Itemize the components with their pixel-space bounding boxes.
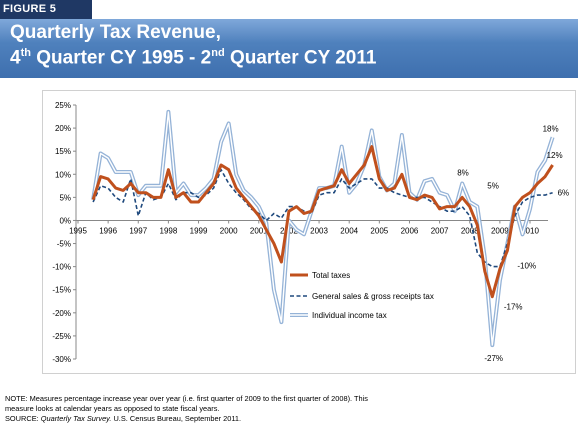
series-total-line [91, 145, 554, 299]
chart-note: NOTE: Measures percentage increase year … [5, 394, 573, 424]
x-tick-label: 2005 [370, 226, 388, 235]
title-mid: Quarter CY 1995 - 2 [30, 47, 212, 69]
y-tick-label: -10% [52, 263, 71, 272]
note-line-2: measure looks at calendar years as oppos… [5, 404, 220, 413]
y-tick-label: 0% [59, 216, 71, 225]
x-tick-label: 2006 [401, 226, 419, 235]
chart-title-line1: Quarterly Tax Revenue, [10, 22, 221, 43]
legend-label: Individual income tax [312, 311, 387, 320]
data-label: -27% [484, 354, 503, 363]
data-label: 18% [543, 124, 559, 133]
y-tick-label: 25% [55, 101, 71, 110]
y-tick-label: 20% [55, 124, 71, 133]
x-tick-label: 1995 [69, 226, 87, 235]
chart-frame [42, 90, 576, 374]
y-tick-label: -30% [52, 355, 71, 364]
title-banner [0, 19, 578, 78]
data-label: -17% [504, 303, 523, 312]
figure-label: FIGURE 5 [0, 0, 92, 19]
x-tick-label: 1997 [129, 226, 147, 235]
y-tick-label: -5% [57, 240, 71, 249]
chart-title-line2: 4th Quarter CY 1995 - 2nd Quarter CY 201… [10, 47, 376, 69]
data-label: 5% [487, 181, 499, 190]
data-label: 12% [547, 151, 563, 160]
source-line: SOURCE: Quarterly Tax Survey. U.S. Censu… [5, 414, 573, 424]
line-chart: 25% 20% 15% 10% 5% 0% -5% -10% -15% -20% -25% -30% 1… [52, 101, 570, 364]
data-label: -10% [517, 262, 536, 271]
note-line-1: NOTE: Measures percentage increase year … [5, 394, 368, 403]
x-tick-label: 2009 [491, 226, 509, 235]
title-end: Quarter CY 2011 [224, 47, 377, 69]
x-tick-label: 1999 [190, 226, 208, 235]
title-q2-sup: nd [211, 47, 225, 59]
y-tick-label: 5% [59, 193, 71, 202]
x-tick-label: 1996 [99, 226, 117, 235]
x-tick-label: 1998 [160, 226, 178, 235]
y-tick-label: -25% [52, 332, 71, 341]
x-tick-label: 2001 [250, 226, 268, 235]
x-tick-label: 2008 [461, 226, 479, 235]
legend-label: General sales & gross receipts tax [312, 292, 434, 301]
y-tick-label: 10% [55, 170, 71, 179]
x-tick-label: 2003 [310, 226, 328, 235]
title-q4: 4 [10, 47, 21, 69]
y-tick-label: 15% [55, 147, 71, 156]
data-label: 8% [457, 169, 469, 178]
legend-label: Total taxes [312, 271, 350, 280]
y-tick-label: -15% [52, 286, 71, 295]
y-tick-label: -20% [52, 309, 71, 318]
source-rest: U.S. Census Bureau, September 2011. [111, 414, 242, 423]
title-q4-sup: th [20, 47, 31, 59]
source-prefix: SOURCE: [5, 414, 41, 423]
x-tick-label: 2007 [431, 226, 449, 235]
x-tick-label: 2004 [340, 226, 358, 235]
x-tick-label: 2000 [220, 226, 238, 235]
series-sales-line [92, 168, 553, 268]
data-label: 6% [558, 189, 570, 198]
x-tick-label: 2010 [521, 226, 539, 235]
source-title: Quarterly Tax Survey. [40, 414, 112, 423]
